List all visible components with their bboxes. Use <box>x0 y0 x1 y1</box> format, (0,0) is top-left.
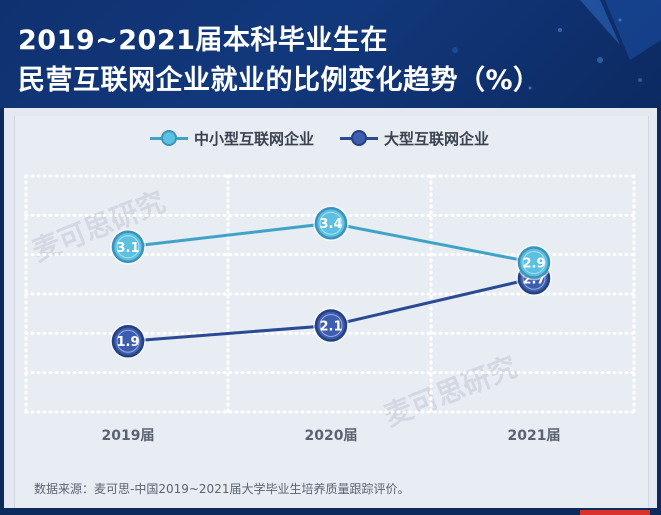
x-tick-label: 2021届 <box>508 428 561 444</box>
data-label: 3.1 <box>116 241 139 256</box>
source-note: 数据来源：麦可思-中国2019~2021届大学毕业生培养质量跟踪评价。 <box>34 482 410 496</box>
header-decoration <box>452 0 661 90</box>
x-tick-label: 2020届 <box>305 428 358 444</box>
legend-swatch-small <box>150 129 188 147</box>
legend-item-large: 大型互联网企业 <box>340 128 489 149</box>
data-label: 2.9 <box>522 257 545 272</box>
chart-legend: 中小型互联网企业 大型互联网企业 <box>150 126 515 150</box>
point-ring <box>116 329 140 353</box>
chart-title-line-1: 2019~2021届本科毕业生在 <box>18 25 388 56</box>
point-ring <box>319 313 343 337</box>
point-ring <box>522 251 546 275</box>
header-banner: 2019~2021届本科毕业生在 民营互联网企业就业的比例变化趋势（%） <box>0 0 661 108</box>
data-label: 1.9 <box>116 335 139 350</box>
bottom-accent <box>580 510 650 515</box>
data-label: 3.4 <box>319 217 342 232</box>
bottom-strip <box>0 508 661 515</box>
legend-swatch-large <box>340 129 379 147</box>
data-label: 2.1 <box>319 319 342 334</box>
point-ring <box>319 211 343 235</box>
chart-title-line-2: 民营互联网企业就业的比例变化趋势（%） <box>18 65 541 96</box>
x-tick-label: 2019届 <box>102 428 155 444</box>
legend-item-small: 中小型互联网企业 <box>150 128 314 149</box>
point-ring <box>116 235 140 259</box>
legend-label-small: 中小型互联网企业 <box>194 129 315 148</box>
legend-label-large: 大型互联网企业 <box>384 129 490 148</box>
